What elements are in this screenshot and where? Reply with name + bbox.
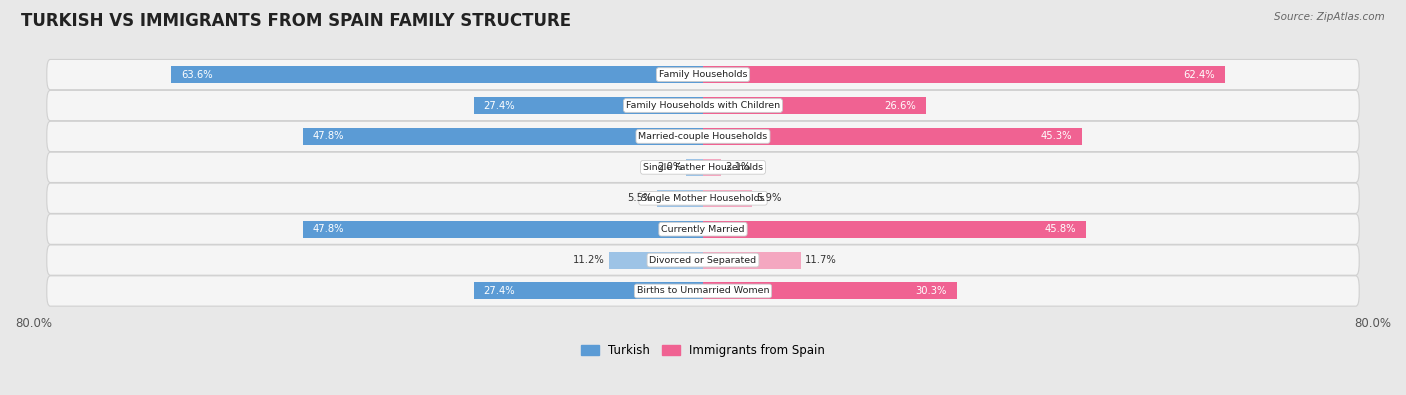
Text: Births to Unmarried Women: Births to Unmarried Women	[637, 286, 769, 295]
FancyBboxPatch shape	[46, 276, 1360, 306]
Text: 45.8%: 45.8%	[1045, 224, 1076, 234]
Legend: Turkish, Immigrants from Spain: Turkish, Immigrants from Spain	[576, 339, 830, 362]
Bar	[686, 159, 703, 176]
FancyBboxPatch shape	[46, 152, 1360, 182]
Bar	[703, 221, 1087, 238]
FancyBboxPatch shape	[46, 183, 1360, 213]
Bar	[703, 97, 925, 114]
Text: 27.4%: 27.4%	[484, 100, 516, 111]
Text: 2.1%: 2.1%	[724, 162, 751, 172]
Text: Married-couple Households: Married-couple Households	[638, 132, 768, 141]
Bar	[703, 282, 956, 299]
FancyBboxPatch shape	[46, 121, 1360, 152]
Text: 30.3%: 30.3%	[915, 286, 946, 296]
Text: 47.8%: 47.8%	[314, 132, 344, 141]
Bar	[170, 66, 703, 83]
FancyBboxPatch shape	[46, 245, 1360, 275]
Text: 5.9%: 5.9%	[756, 193, 782, 203]
Text: 62.4%: 62.4%	[1184, 70, 1215, 80]
Text: 11.2%: 11.2%	[574, 255, 605, 265]
Text: Family Households with Children: Family Households with Children	[626, 101, 780, 110]
Text: Family Households: Family Households	[659, 70, 747, 79]
Text: Divorced or Separated: Divorced or Separated	[650, 256, 756, 265]
Bar	[703, 66, 1225, 83]
Bar	[302, 221, 703, 238]
FancyBboxPatch shape	[46, 90, 1360, 120]
Text: 11.7%: 11.7%	[806, 255, 837, 265]
Text: 63.6%: 63.6%	[181, 70, 212, 80]
FancyBboxPatch shape	[46, 59, 1360, 90]
Text: Currently Married: Currently Married	[661, 225, 745, 234]
Text: 47.8%: 47.8%	[314, 224, 344, 234]
Text: TURKISH VS IMMIGRANTS FROM SPAIN FAMILY STRUCTURE: TURKISH VS IMMIGRANTS FROM SPAIN FAMILY …	[21, 12, 571, 30]
Text: 5.5%: 5.5%	[627, 193, 652, 203]
Text: Source: ZipAtlas.com: Source: ZipAtlas.com	[1274, 12, 1385, 22]
Text: 2.0%: 2.0%	[657, 162, 682, 172]
Bar	[703, 190, 752, 207]
Bar	[703, 252, 801, 269]
Bar	[474, 97, 703, 114]
Text: 27.4%: 27.4%	[484, 286, 516, 296]
Bar	[302, 128, 703, 145]
Text: Single Father Households: Single Father Households	[643, 163, 763, 172]
Bar	[474, 282, 703, 299]
Bar	[657, 190, 703, 207]
Bar	[609, 252, 703, 269]
Text: 26.6%: 26.6%	[884, 100, 915, 111]
Text: 45.3%: 45.3%	[1040, 132, 1071, 141]
FancyBboxPatch shape	[46, 214, 1360, 245]
Bar	[703, 159, 720, 176]
Text: Single Mother Households: Single Mother Households	[641, 194, 765, 203]
Bar	[703, 128, 1083, 145]
